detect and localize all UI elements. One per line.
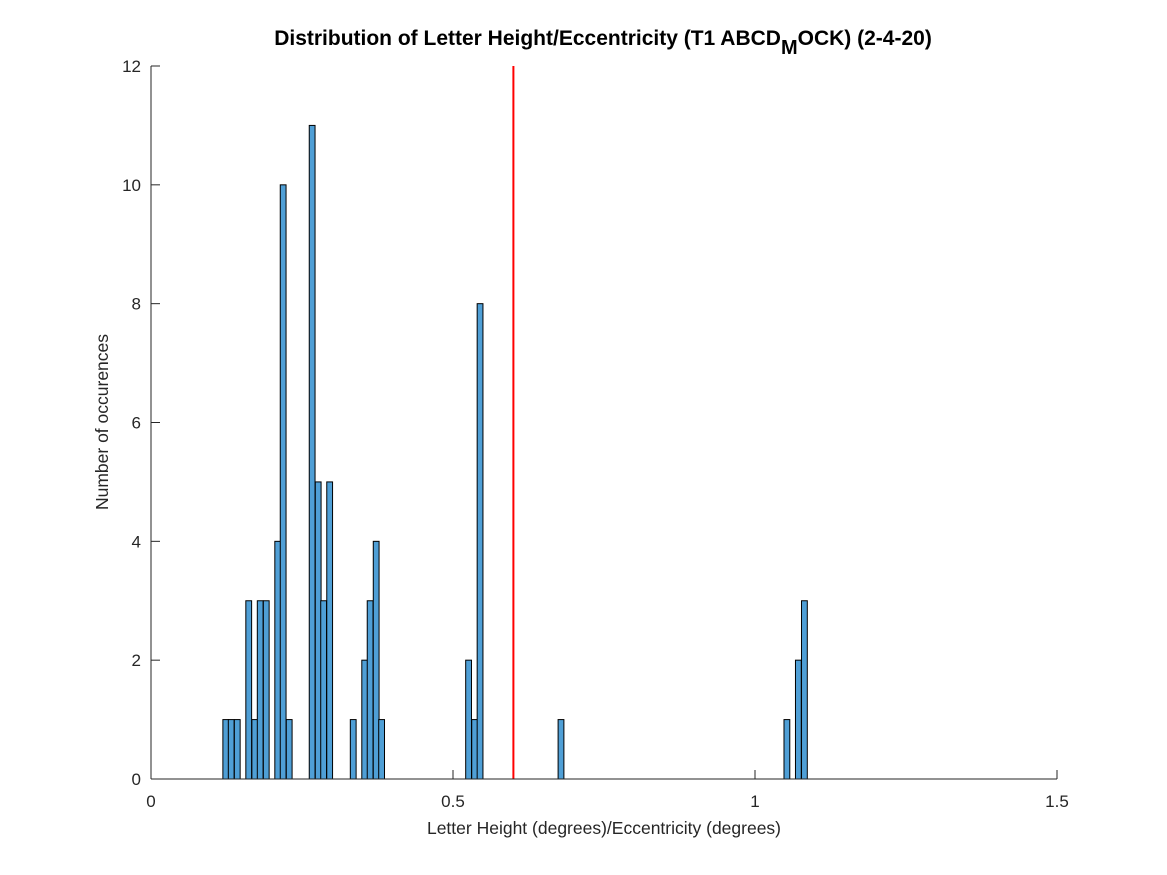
y-tick-label: 10 bbox=[122, 176, 141, 195]
y-tick-label: 8 bbox=[132, 295, 141, 314]
histogram-bar bbox=[245, 600, 253, 780]
histogram-bar bbox=[476, 303, 484, 780]
chart-title-main: Distribution of Letter Height/Eccentrici… bbox=[274, 27, 781, 50]
chart-title-subscript: M bbox=[781, 37, 798, 59]
x-tick-label: 1 bbox=[750, 792, 759, 811]
histogram-bar bbox=[251, 719, 259, 780]
histogram-bar bbox=[279, 184, 287, 780]
y-axis-label: Number of occurences bbox=[92, 334, 112, 510]
histogram-bar bbox=[557, 719, 565, 780]
x-axis-label: Letter Height (degrees)/Eccentricity (de… bbox=[427, 818, 781, 838]
histogram-bar bbox=[285, 719, 293, 780]
y-tick-label: 6 bbox=[132, 414, 141, 433]
histogram-bar bbox=[262, 600, 270, 780]
histogram-bar bbox=[378, 719, 386, 780]
chart-title: Distribution of Letter Height/Eccentrici… bbox=[274, 27, 932, 59]
histogram-bar bbox=[320, 600, 328, 780]
histogram-bar bbox=[783, 719, 791, 780]
y-tick-label: 0 bbox=[132, 770, 141, 789]
x-tick-label: 1.5 bbox=[1045, 792, 1069, 811]
y-tick-label: 2 bbox=[132, 651, 141, 670]
histogram-bar bbox=[471, 719, 479, 780]
histogram-bar bbox=[801, 600, 808, 780]
histogram-bar bbox=[326, 481, 334, 780]
x-axis-ticks: 0 0.5 1 1.5 bbox=[146, 770, 1069, 811]
histogram-bar bbox=[256, 600, 264, 780]
histogram-bar bbox=[227, 719, 235, 780]
histogram-bar bbox=[222, 719, 230, 780]
histogram-bar bbox=[349, 719, 357, 780]
histogram-bar bbox=[794, 659, 802, 780]
histogram-bar bbox=[465, 659, 472, 780]
chart-title-rest: OCK) (2-4-20) bbox=[798, 27, 932, 50]
histogram-bar bbox=[233, 719, 241, 780]
x-tick-label: 0 bbox=[146, 792, 155, 811]
y-tick-label: 4 bbox=[132, 532, 141, 551]
y-tick-label: 12 bbox=[122, 57, 141, 76]
histogram-bar bbox=[372, 540, 380, 780]
x-tick-label: 0.5 bbox=[441, 792, 465, 811]
histogram-bar bbox=[366, 600, 374, 780]
histogram-bar bbox=[361, 659, 369, 780]
histogram-bar bbox=[308, 124, 316, 780]
histogram-bar bbox=[314, 481, 322, 780]
histogram-bar bbox=[274, 540, 282, 780]
y-axis-ticks: 0 2 4 6 8 10 12 bbox=[122, 57, 160, 789]
